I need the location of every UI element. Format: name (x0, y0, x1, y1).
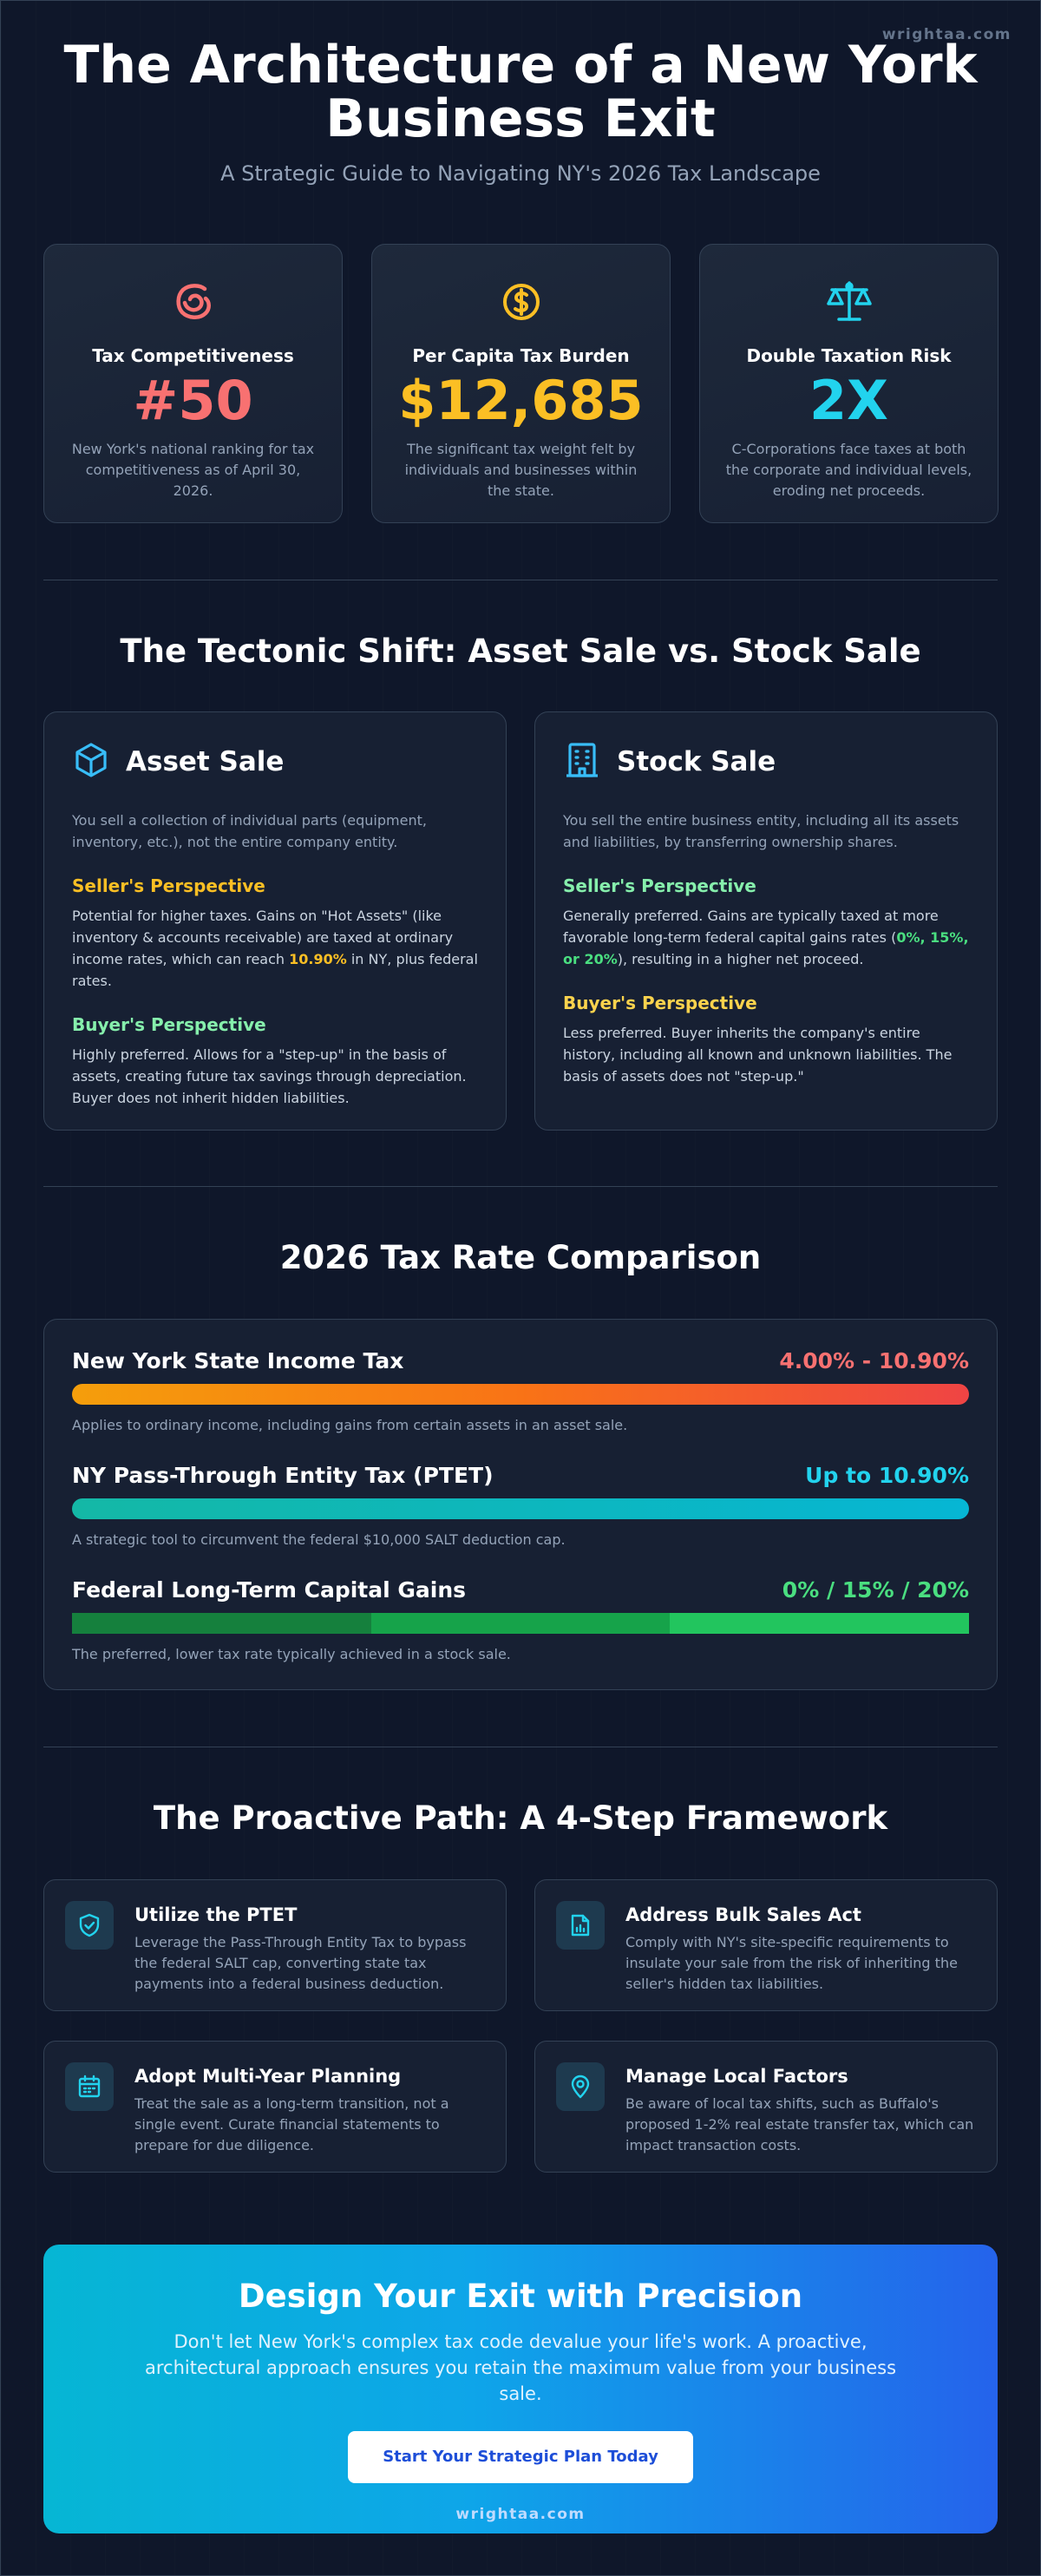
stat-description: New York's national ranking for tax comp… (71, 441, 315, 499)
step-text: Be aware of local tax shifts, such as Bu… (625, 2095, 974, 2153)
stat-card-tax-burden: Per Capita Tax Burden $12,685 The signif… (371, 244, 671, 523)
page-subtitle: A Strategic Guide to Navigating NY's 202… (220, 161, 821, 186)
document-chart-icon (556, 1901, 605, 1950)
step-card-multi-year: Adopt Multi-Year Planning Treat the sale… (43, 2041, 507, 2173)
cta-brand: wrightaa.com (455, 2506, 586, 2523)
asset-seller-heading: Seller's Perspective (72, 875, 265, 896)
asset-sale-intro: You sell a collection of individual part… (72, 812, 427, 850)
rate-name: New York State Income Tax (72, 1347, 404, 1373)
section-divider (43, 1186, 998, 1187)
building-icon (563, 741, 601, 783)
rate-row-ptet: NY Pass-Through Entity Tax (PTET) Up to … (72, 1460, 969, 1575)
page-title-line-1: The Architecture of a New York (63, 35, 978, 95)
stat-description: C-Corporations face taxes at both the co… (725, 441, 972, 499)
rate-note: A strategic tool to circumvent the feder… (72, 1531, 566, 1548)
stat-value: $12,685 (398, 369, 644, 432)
stock-seller-highlight: 0%, 15%, or 20% (563, 929, 969, 967)
dollar-coin-icon (372, 278, 670, 326)
rate-value: 0% / 15% / 20% (782, 1576, 969, 1603)
asset-buyer-text: Highly preferred. Allows for a "step-up"… (72, 1046, 467, 1106)
calendar-icon (65, 2062, 114, 2111)
map-pin-icon (556, 2062, 605, 2111)
page-header: The Architecture of a New York Business … (0, 38, 1041, 186)
rate-name: Federal Long-Term Capital Gains (72, 1576, 467, 1603)
asset-sale-card: Asset Sale You sell a collection of indi… (43, 711, 507, 1131)
step-title: Adopt Multi-Year Planning (134, 2066, 402, 2087)
step-card-ptet: Utilize the PTET Leverage the Pass-Throu… (43, 1879, 507, 2011)
stock-sale-card: Stock Sale You sell the entire business … (534, 711, 998, 1131)
rate-bar-segment-20 (670, 1613, 969, 1634)
page-title-line-2: Business Exit (325, 88, 716, 149)
step-card-bulk-sales: Address Bulk Sales Act Comply with NY's … (534, 1879, 998, 2011)
rate-bar (72, 1498, 969, 1519)
rate-note: The preferred, lower tax rate typically … (72, 1646, 511, 1662)
stat-card-competitiveness: Tax Competitiveness #50 New York's natio… (43, 244, 343, 523)
rate-value: 4.00% - 10.90% (779, 1347, 969, 1373)
stock-sale-intro: You sell the entire business entity, inc… (563, 812, 959, 850)
rate-bar-segment-15 (370, 1613, 671, 1634)
rate-row-federal-ltcg: Federal Long-Term Capital Gains 0% / 15%… (72, 1575, 969, 1689)
start-strategic-plan-button[interactable]: Start Your Strategic Plan Today (348, 2431, 693, 2483)
smile-swirl-icon (44, 278, 342, 326)
step-card-local-factors: Manage Local Factors Be aware of local t… (534, 2041, 998, 2173)
rate-bar-segment-0 (72, 1613, 371, 1634)
asset-seller-text: Potential for higher taxes. Gains on "Ho… (72, 908, 478, 989)
asset-buyer-heading: Buyer's Perspective (72, 1014, 266, 1035)
tax-rate-comparison-panel: New York State Income Tax 4.00% - 10.90%… (43, 1319, 998, 1690)
stat-description: The significant tax weight felt by indiv… (404, 441, 638, 499)
stock-seller-text: Generally preferred. Gains are typically… (563, 908, 969, 967)
stock-sale-title: Stock Sale (617, 746, 776, 777)
rate-value: Up to 10.90% (805, 1462, 969, 1488)
stock-seller-heading: Seller's Perspective (563, 875, 756, 896)
stat-value: #50 (133, 369, 253, 432)
shield-check-icon (65, 1901, 114, 1950)
cube-icon (72, 741, 110, 783)
cta-banner: Design Your Exit with Precision Don't le… (43, 2245, 998, 2533)
stat-label: Double Taxation Risk (746, 345, 952, 366)
cta-text: Don't let New York's complex tax code de… (144, 2331, 897, 2404)
scales-icon (700, 278, 998, 326)
asset-seller-highlight: 10.90% (289, 951, 347, 967)
stat-label: Per Capita Tax Burden (412, 345, 630, 366)
stock-buyer-heading: Buyer's Perspective (563, 993, 757, 1013)
stat-label: Tax Competitiveness (92, 345, 294, 366)
rate-note: Applies to ordinary income, including ga… (72, 1417, 628, 1433)
stat-value: 2X (809, 369, 888, 432)
rate-name: NY Pass-Through Entity Tax (PTET) (72, 1462, 494, 1488)
step-text: Leverage the Pass-Through Entity Tax to … (134, 1934, 467, 1992)
step-text: Treat the sale as a long-term transition… (134, 2095, 449, 2153)
brand-watermark: wrightaa.com (881, 26, 1012, 43)
step-text: Comply with NY's site-specific requireme… (625, 1934, 958, 1992)
asset-sale-title: Asset Sale (126, 746, 285, 777)
rate-bar (72, 1384, 969, 1405)
section-title-shift: The Tectonic Shift: Asset Sale vs. Stock… (120, 633, 921, 670)
step-title: Utilize the PTET (134, 1904, 298, 1925)
section-title-rates: 2026 Tax Rate Comparison (279, 1239, 762, 1276)
rate-bar-segmented (72, 1613, 969, 1634)
step-title: Address Bulk Sales Act (625, 1904, 861, 1925)
stock-buyer-text: Less preferred. Buyer inherits the compa… (563, 1025, 953, 1085)
cta-title: Design Your Exit with Precision (238, 2278, 803, 2315)
stat-card-double-taxation: Double Taxation Risk 2X C-Corporations f… (699, 244, 998, 523)
page-title: The Architecture of a New York Business … (0, 38, 1041, 146)
section-title-framework: The Proactive Path: A 4-Step Framework (153, 1799, 888, 1837)
rate-row-ny-income-tax: New York State Income Tax 4.00% - 10.90%… (72, 1346, 969, 1460)
step-title: Manage Local Factors (625, 2066, 848, 2087)
